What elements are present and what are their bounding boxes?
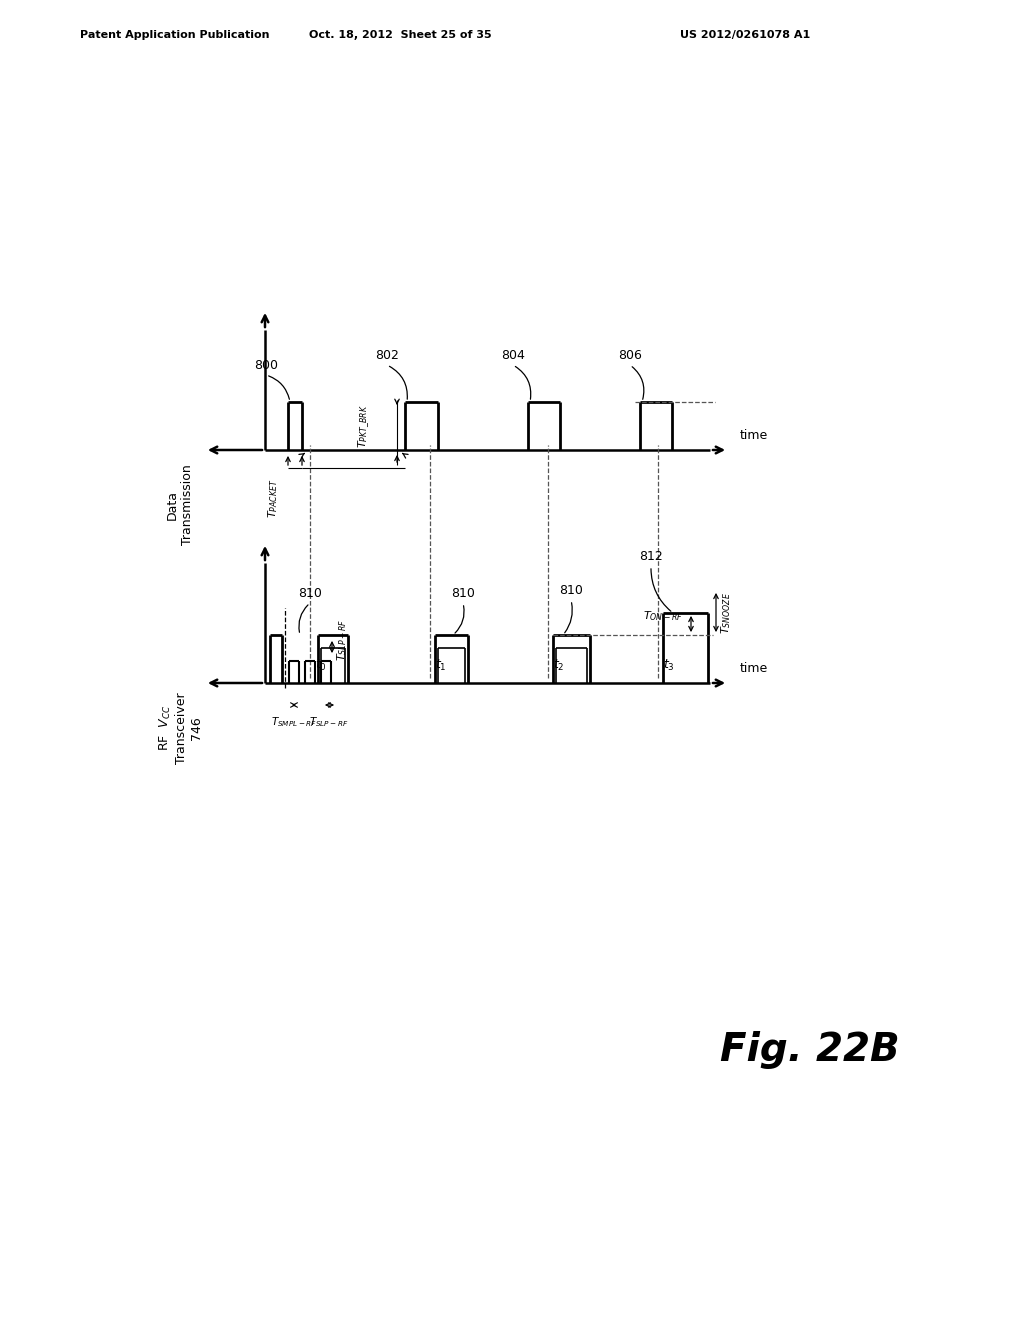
Text: US 2012/0261078 A1: US 2012/0261078 A1	[680, 30, 810, 40]
Text: $T_{SLP-RF}$: $T_{SLP-RF}$	[309, 715, 349, 729]
Text: Patent Application Publication: Patent Application Publication	[80, 30, 269, 40]
Text: RF  $V_{CC}$
Transceiver
746: RF $V_{CC}$ Transceiver 746	[158, 692, 203, 764]
Text: $T_{SMPL-RF}$: $T_{SMPL-RF}$	[271, 715, 316, 729]
Text: 800: 800	[254, 359, 278, 372]
Text: 810: 810	[451, 587, 475, 601]
Text: 806: 806	[618, 348, 642, 362]
Text: Fig. 22B: Fig. 22B	[720, 1031, 900, 1069]
Text: $T_{SNOOZE}$: $T_{SNOOZE}$	[719, 591, 733, 634]
Text: 810: 810	[559, 583, 583, 597]
Text: Oct. 18, 2012  Sheet 25 of 35: Oct. 18, 2012 Sheet 25 of 35	[308, 30, 492, 40]
Text: $T_{ON-RF}$: $T_{ON-RF}$	[643, 610, 683, 623]
Text: $t_0$: $t_0$	[315, 657, 327, 673]
Text: time: time	[740, 429, 768, 442]
Text: 804: 804	[501, 348, 525, 362]
Text: $T_{SLP-RF}$: $T_{SLP-RF}$	[335, 619, 349, 661]
Text: 802: 802	[375, 348, 399, 362]
Text: $T_{PACKET}$: $T_{PACKET}$	[266, 478, 280, 517]
Text: 812: 812	[639, 550, 663, 564]
Text: $t_3$: $t_3$	[663, 657, 675, 673]
Text: $t_1$: $t_1$	[435, 657, 446, 673]
Text: $t_2$: $t_2$	[553, 657, 564, 673]
Text: Data
Transmission: Data Transmission	[166, 465, 194, 545]
Text: time: time	[740, 663, 768, 675]
Text: 810: 810	[298, 587, 322, 601]
Text: $T_{PKT\_BRK}$: $T_{PKT\_BRK}$	[356, 404, 372, 447]
